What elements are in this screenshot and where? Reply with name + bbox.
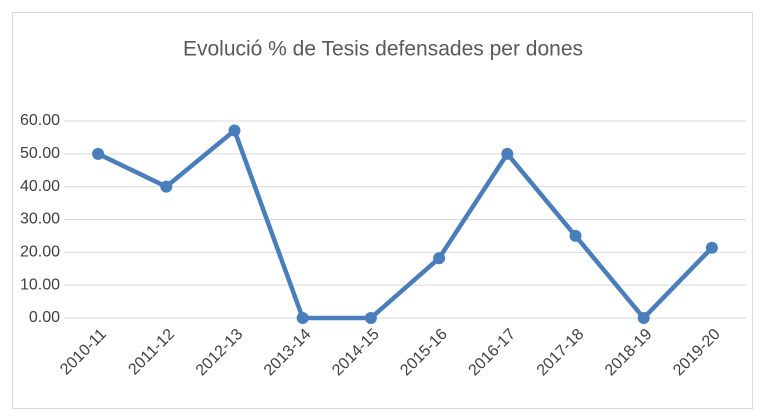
y-tick-label: 50.00 — [20, 145, 60, 162]
point — [637, 312, 650, 324]
y-tick-label: 30.00 — [20, 211, 60, 228]
point — [433, 252, 446, 265]
point — [569, 229, 582, 242]
point — [160, 180, 173, 193]
y-tick-label: 20.00 — [20, 244, 60, 261]
point — [501, 147, 514, 160]
chart-border — [12, 12, 753, 409]
point — [364, 312, 377, 324]
y-tick-label: 10.00 — [20, 276, 60, 293]
point — [705, 241, 718, 254]
line — [97, 128, 714, 321]
y-tick-label: 0.00 — [29, 309, 60, 326]
y-tick-label: 40.00 — [20, 178, 60, 195]
y-tick-label: 60.00 — [20, 112, 60, 129]
point — [228, 124, 241, 137]
point — [92, 147, 105, 160]
point — [296, 312, 309, 324]
chart-title: Evolució % de Tesis defensades per dones — [183, 38, 583, 61]
